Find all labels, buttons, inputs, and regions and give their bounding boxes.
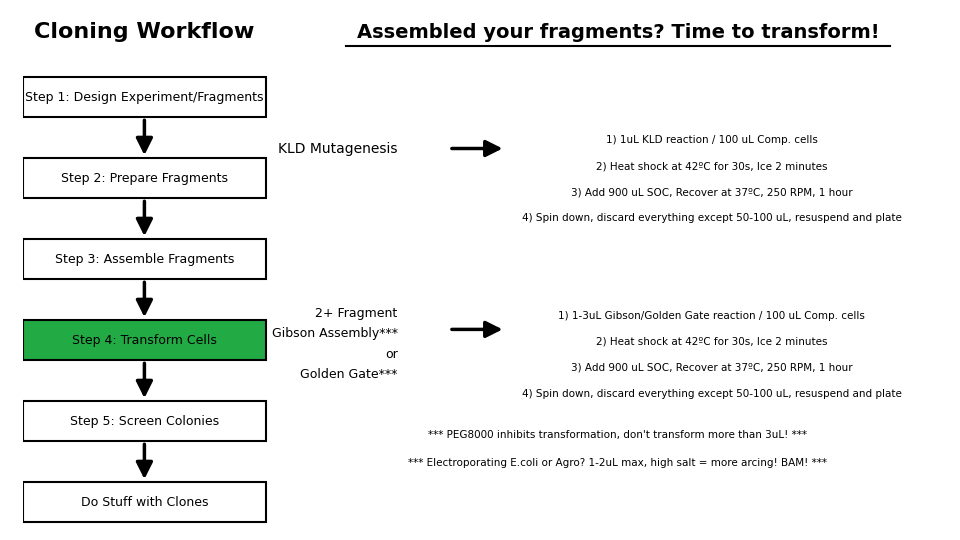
Text: 1) 1uL KLD reaction / 100 uL Comp. cells: 1) 1uL KLD reaction / 100 uL Comp. cells [606, 136, 818, 145]
FancyBboxPatch shape [22, 320, 266, 361]
Text: 4) Spin down, discard everything except 50-100 uL, resuspend and plate: 4) Spin down, discard everything except … [521, 213, 901, 223]
FancyBboxPatch shape [22, 401, 266, 442]
FancyBboxPatch shape [22, 239, 266, 280]
Text: Step 5: Screen Colonies: Step 5: Screen Colonies [70, 415, 219, 428]
Text: Assembled your fragments? Time to transform!: Assembled your fragments? Time to transf… [356, 23, 879, 42]
Text: Do Stuff with Clones: Do Stuff with Clones [81, 496, 208, 509]
Text: 3) Add 900 uL SOC, Recover at 37ºC, 250 RPM, 1 hour: 3) Add 900 uL SOC, Recover at 37ºC, 250 … [571, 363, 852, 373]
Text: Gibson Assembly***: Gibson Assembly*** [272, 327, 397, 340]
Text: Step 4: Transform Cells: Step 4: Transform Cells [72, 334, 217, 347]
Text: Golden Gate***: Golden Gate*** [300, 368, 397, 381]
Text: Step 1: Design Experiment/Fragments: Step 1: Design Experiment/Fragments [25, 91, 264, 104]
Text: Step 2: Prepare Fragments: Step 2: Prepare Fragments [60, 172, 228, 185]
Text: 2+ Fragment: 2+ Fragment [315, 307, 397, 320]
Text: 1) 1-3uL Gibson/Golden Gate reaction / 100 uL Comp. cells: 1) 1-3uL Gibson/Golden Gate reaction / 1… [558, 311, 865, 321]
Text: Step 3: Assemble Fragments: Step 3: Assemble Fragments [55, 253, 234, 266]
Text: or: or [385, 348, 397, 361]
Text: KLD Mutagenesis: KLD Mutagenesis [278, 141, 397, 156]
Text: 2) Heat shock at 42ºC for 30s, Ice 2 minutes: 2) Heat shock at 42ºC for 30s, Ice 2 min… [596, 337, 828, 347]
Text: Cloning Workflow: Cloning Workflow [35, 22, 254, 43]
FancyBboxPatch shape [22, 158, 266, 198]
FancyBboxPatch shape [22, 77, 266, 117]
Text: *** Electroporating E.coli or Agro? 1-2uL max, high salt = more arcing! BAM! ***: *** Electroporating E.coli or Agro? 1-2u… [408, 458, 828, 468]
Text: *** PEG8000 inhibits transformation, don't transform more than 3uL! ***: *** PEG8000 inhibits transformation, don… [428, 430, 807, 440]
FancyBboxPatch shape [22, 482, 266, 523]
Text: 3) Add 900 uL SOC, Recover at 37ºC, 250 RPM, 1 hour: 3) Add 900 uL SOC, Recover at 37ºC, 250 … [571, 187, 852, 197]
Text: 2) Heat shock at 42ºC for 30s, Ice 2 minutes: 2) Heat shock at 42ºC for 30s, Ice 2 min… [596, 161, 828, 171]
Text: 4) Spin down, discard everything except 50-100 uL, resuspend and plate: 4) Spin down, discard everything except … [521, 389, 901, 399]
